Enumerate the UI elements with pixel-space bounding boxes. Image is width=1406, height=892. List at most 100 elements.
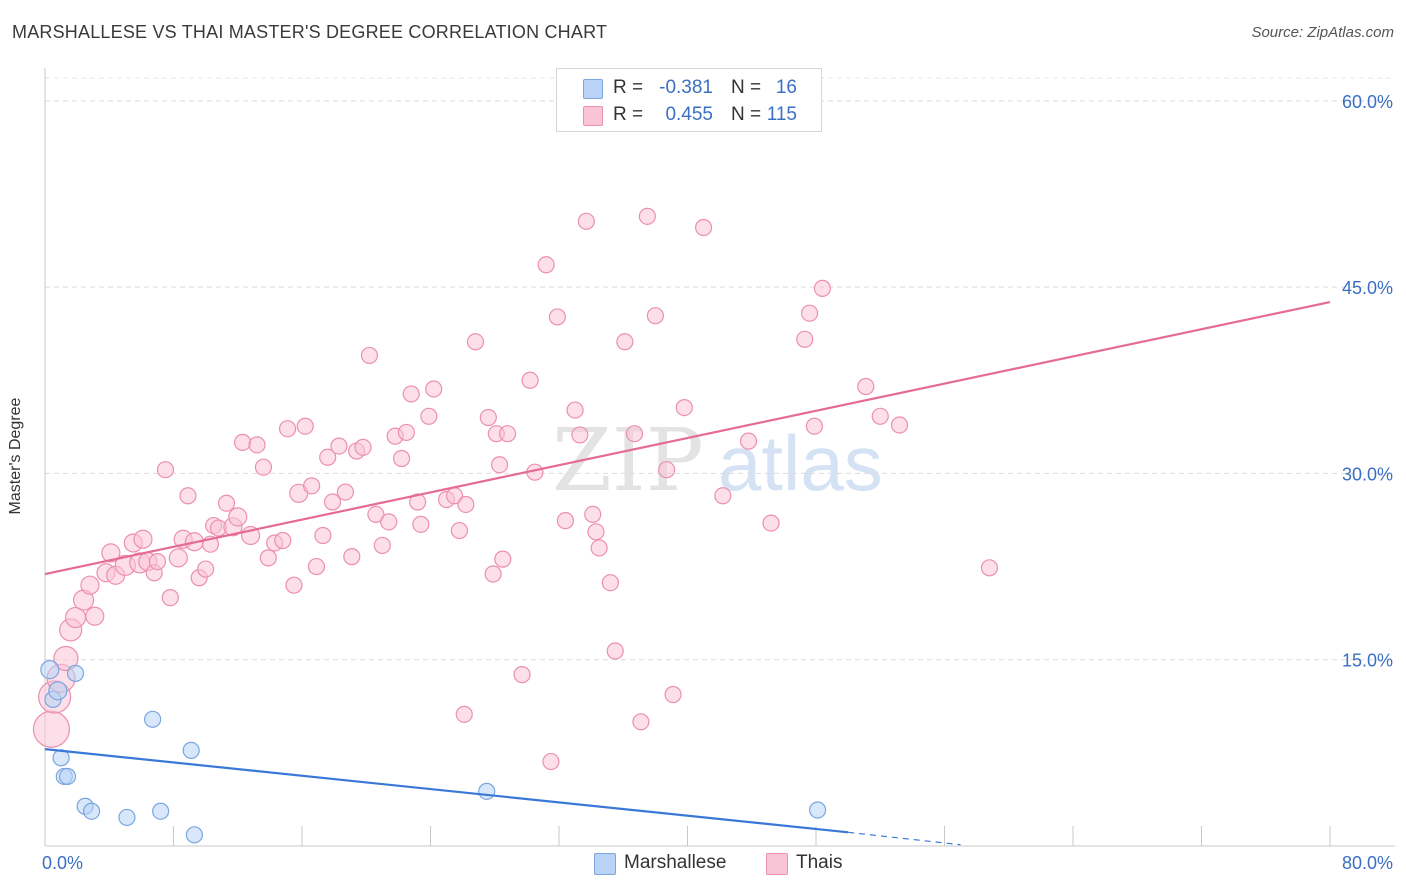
y-tick-label: 15.0% [1342, 651, 1393, 671]
trend-lines [44, 300, 1331, 846]
thais-point [479, 408, 497, 427]
thais-point [577, 212, 595, 230]
thais-point [625, 425, 644, 443]
thais-point [248, 436, 266, 454]
thais-point [499, 425, 517, 443]
marshallese-point [118, 808, 136, 827]
source-label: Source: ZipAtlas.com [1251, 24, 1394, 41]
thais-point [296, 417, 314, 435]
thais-point [450, 521, 469, 540]
legend-row-thais: R = 0.455 N = 115 [557, 102, 821, 128]
thais-point [694, 218, 713, 237]
thais-point [323, 493, 342, 511]
thais-trend-line [44, 300, 1331, 576]
thais-point [259, 549, 277, 567]
thais-point [80, 575, 100, 595]
gridlines [45, 77, 1395, 661]
legend-n-label: N = [731, 104, 762, 125]
marshallese-point [48, 681, 68, 701]
thais-point [606, 642, 624, 660]
legend-n-label: N = [731, 77, 762, 98]
y-tick-label: 60.0% [1342, 92, 1393, 112]
legend-r-label: R = [613, 104, 644, 125]
legend-n-value: 115 [766, 104, 797, 125]
marshallese-trend-line [44, 748, 849, 834]
thais-point [32, 710, 71, 748]
thais-point [890, 416, 909, 434]
legend-row-marshallese: R = -0.381 N = 16 [557, 75, 821, 101]
thais-point [367, 505, 385, 524]
thais-point [85, 606, 105, 626]
thais-point [587, 523, 605, 541]
thais-point [148, 552, 167, 571]
thais-point [632, 713, 650, 731]
thais-point [101, 543, 121, 563]
legend-swatch-marshallese [583, 79, 603, 99]
marshallese-point [182, 741, 200, 759]
bottom-legend-label: Thais [796, 852, 843, 873]
legend-swatch-thais [583, 106, 603, 126]
thais-point [513, 666, 531, 684]
thais-point [566, 401, 584, 419]
thais-point [425, 380, 443, 398]
thais-point [739, 432, 758, 450]
y-tick-label: 30.0% [1342, 464, 1393, 484]
marshallese-point [152, 802, 170, 820]
legend-r-label: R = [613, 77, 644, 98]
thais-point [658, 461, 676, 479]
thais-point [343, 548, 361, 566]
thais-point [274, 531, 292, 550]
thais-point [796, 330, 814, 348]
thais-point [307, 557, 326, 576]
thais-point [53, 645, 79, 672]
legend-r-value: -0.381 [659, 77, 713, 98]
thais-point [412, 515, 430, 533]
y-tick-label: 45.0% [1342, 278, 1393, 298]
thais-point [303, 477, 321, 495]
marshallese-point [809, 801, 827, 819]
marshallese-point [144, 710, 162, 728]
thais-point [409, 493, 427, 511]
thais-point [571, 426, 589, 444]
thais-point [402, 385, 420, 403]
thais-point [354, 438, 372, 456]
thais-point [420, 407, 438, 425]
thais-point [330, 437, 348, 455]
thais-point [584, 505, 602, 524]
data-points [32, 207, 999, 844]
thais-point [521, 371, 539, 389]
watermark-atlas: atlas [718, 419, 883, 507]
thais-point [542, 752, 560, 771]
thais-point [980, 559, 999, 577]
thais-point [179, 487, 197, 505]
thais-point [490, 456, 509, 474]
thais-point [392, 449, 411, 468]
thais-point [556, 512, 575, 530]
thais-point [228, 507, 248, 527]
thais-point [380, 513, 398, 531]
thais-point [638, 207, 656, 225]
bottom-legend-swatch-marshallese [594, 853, 616, 875]
thais-point [466, 333, 485, 351]
thais-point [156, 461, 175, 479]
thais-point [254, 458, 273, 476]
thais-point [484, 565, 502, 583]
marshallese-point [58, 767, 77, 786]
thais-point [285, 576, 303, 594]
chart-title: MARSHALLESE VS THAI MASTER'S DEGREE CORR… [12, 22, 608, 42]
thais-point [646, 307, 664, 325]
thais-point [457, 495, 475, 514]
thais-point [494, 550, 512, 568]
thais-point [133, 529, 153, 549]
marshallese-point [82, 802, 101, 820]
thais-point [217, 494, 236, 512]
legend-n-value: 16 [775, 77, 797, 98]
thais-point [805, 417, 823, 435]
thais-point [373, 536, 391, 555]
thais-point [537, 256, 555, 274]
thais-point [314, 526, 332, 545]
thais-point [857, 377, 875, 396]
thais-point [813, 279, 832, 297]
thais-point [278, 420, 297, 438]
